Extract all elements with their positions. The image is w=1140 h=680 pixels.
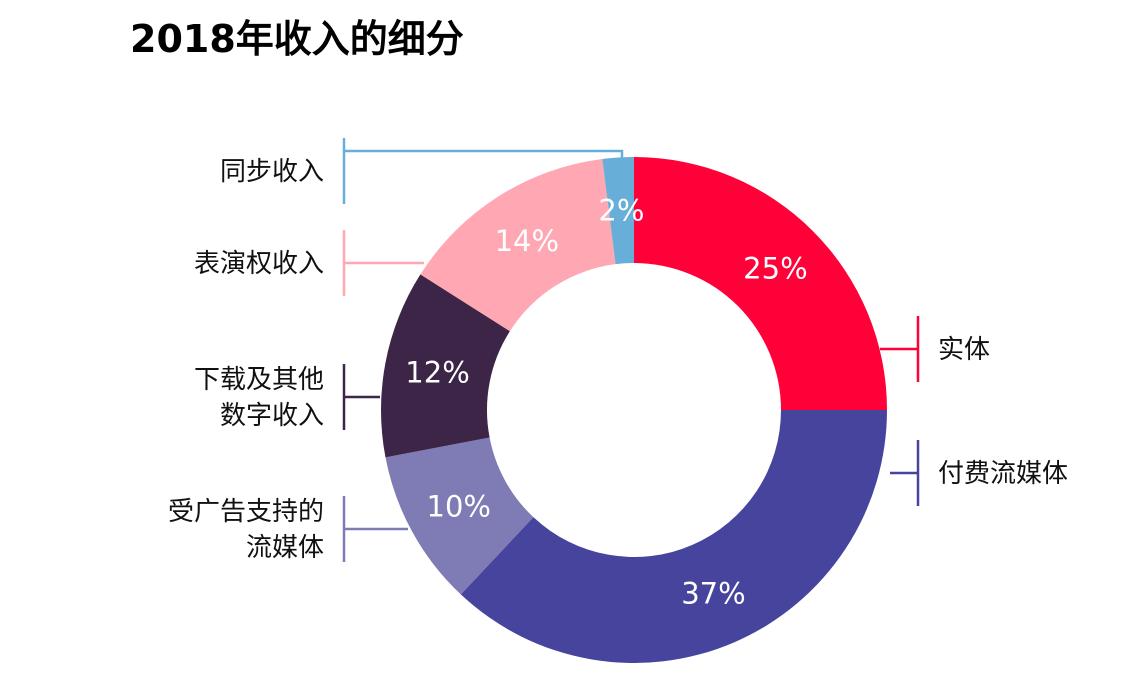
- slice-3-category-label: 受广告支持的: [168, 497, 324, 527]
- slice-6-arc: [602, 157, 634, 265]
- slice-5-callout: 表演权收入: [194, 230, 424, 296]
- slice-6-percent-label: 2%: [598, 193, 644, 227]
- slice-4-percent-label: 12%: [405, 356, 469, 390]
- slices-group: [381, 157, 887, 663]
- slice-5-arc: [420, 158, 616, 332]
- slice-2-callout: 付费流媒体: [890, 440, 1068, 506]
- slice-3-percent-label: 10%: [427, 489, 491, 523]
- slice-4-category-label: 数字收入: [220, 401, 324, 431]
- slice-1-category-label: 实体: [938, 335, 990, 365]
- slice-1-arc: [634, 157, 887, 410]
- slice-3-category-label: 流媒体: [246, 533, 324, 563]
- slice-2-arc: [460, 410, 887, 663]
- slice-2-percent-label: 37%: [681, 577, 745, 611]
- chart-title: 2018年收入的细分: [130, 17, 464, 61]
- slice-6-callout-connector: [344, 149, 624, 161]
- slice-1-callout: 实体: [880, 316, 990, 382]
- slice-5-category-label: 表演权收入: [194, 249, 324, 279]
- slice-5-percent-label: 14%: [495, 224, 559, 258]
- slice-6-callout: 同步收入: [220, 138, 624, 204]
- percent-labels-group: 25% 37% 10% 12% 14% 2%: [405, 193, 807, 610]
- slice-1-percent-label: 25%: [743, 252, 807, 286]
- slice-6-category-label: 同步收入: [220, 157, 324, 187]
- slice-2-category-label: 付费流媒体: [938, 459, 1068, 489]
- slice-3-arc: [385, 437, 534, 595]
- slice-4-arc: [381, 274, 510, 458]
- slice-4-category-label: 下载及其他: [194, 365, 324, 395]
